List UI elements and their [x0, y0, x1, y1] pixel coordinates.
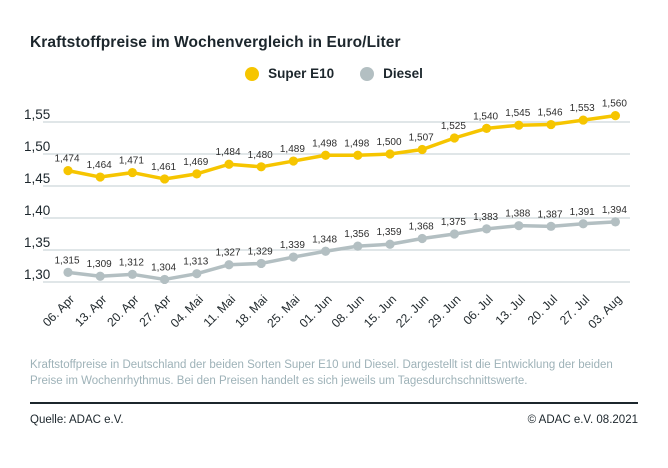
svg-text:1,500: 1,500 [376, 137, 401, 148]
legend-item-super-e10: Super E10 [245, 66, 334, 81]
svg-text:20. Jul: 20. Jul [525, 292, 560, 327]
svg-text:20. Apr: 20. Apr [104, 292, 141, 329]
super-e10-dot-icon [245, 66, 260, 81]
svg-text:1,304: 1,304 [151, 262, 176, 273]
legend-label-diesel: Diesel [383, 66, 423, 81]
svg-text:1,545: 1,545 [505, 108, 530, 119]
legend-label-super-e10: Super E10 [268, 66, 335, 81]
svg-text:25. Mai: 25. Mai [264, 292, 302, 330]
svg-text:1,525: 1,525 [441, 121, 466, 132]
chart-footnote: Kraftstoffpreise in Deutschland der beid… [30, 359, 613, 387]
svg-text:1,498: 1,498 [312, 138, 337, 149]
svg-text:1,329: 1,329 [248, 246, 273, 257]
svg-text:1,474: 1,474 [54, 154, 79, 165]
svg-text:03. Aug: 03. Aug [585, 292, 624, 331]
svg-text:1,45: 1,45 [24, 171, 50, 186]
source-text: Quelle: ADAC e.V. [30, 414, 124, 426]
svg-text:1,540: 1,540 [473, 111, 498, 122]
svg-text:15. Jun: 15. Jun [361, 292, 399, 330]
svg-text:06. Jul: 06. Jul [460, 292, 495, 327]
chart-legend: Super E10 Diesel [0, 66, 668, 81]
svg-text:1,356: 1,356 [344, 229, 369, 240]
svg-text:1,507: 1,507 [409, 133, 434, 144]
svg-text:1,464: 1,464 [87, 160, 112, 171]
svg-text:1,489: 1,489 [280, 144, 305, 155]
svg-text:1,348: 1,348 [312, 234, 337, 245]
series-super-e10: 1,474 1,464 1,471 1,461 1,469 1,484 1,480 1,489… [54, 99, 627, 184]
y-gridlines: 1,55 1,50 1,45 1,40 1,35 1,30 [24, 107, 630, 283]
svg-text:1,498: 1,498 [344, 138, 369, 149]
svg-text:1,553: 1,553 [570, 103, 595, 114]
svg-text:22. Jun: 22. Jun [393, 292, 431, 330]
svg-text:1,461: 1,461 [151, 162, 176, 173]
svg-text:1,312: 1,312 [119, 257, 144, 268]
svg-text:1,388: 1,388 [505, 209, 530, 220]
svg-text:1,55: 1,55 [24, 107, 50, 122]
svg-text:18. Mai: 18. Mai [232, 292, 270, 330]
svg-text:1,30: 1,30 [24, 267, 50, 282]
svg-text:1,480: 1,480 [248, 150, 273, 161]
svg-text:1,315: 1,315 [54, 255, 79, 266]
diesel-dot-icon [360, 66, 375, 81]
svg-text:1,560: 1,560 [602, 99, 627, 110]
svg-text:1,368: 1,368 [409, 221, 434, 232]
svg-text:1,50: 1,50 [24, 139, 50, 154]
svg-text:1,35: 1,35 [24, 235, 50, 250]
svg-text:11. Mai: 11. Mai [201, 292, 239, 330]
legend-item-diesel: Diesel [360, 66, 423, 81]
svg-text:1,339: 1,339 [280, 240, 305, 251]
svg-text:1,391: 1,391 [570, 207, 595, 218]
svg-text:29. Jun: 29. Jun [425, 292, 463, 330]
series-diesel: 1,315 1,309 1,312 1,304 1,313 1,327 1,329 1,339… [54, 205, 627, 285]
svg-text:1,383: 1,383 [473, 212, 498, 223]
svg-text:1,394: 1,394 [602, 205, 627, 216]
svg-text:01. Jun: 01. Jun [297, 292, 335, 330]
svg-text:1,546: 1,546 [537, 108, 562, 119]
svg-text:1,313: 1,313 [183, 257, 208, 268]
copyright-text: © ADAC e.V. 08.2021 [527, 414, 638, 426]
svg-text:1,387: 1,387 [537, 209, 562, 220]
svg-text:1,471: 1,471 [119, 156, 144, 167]
page-title: Kraftstoffpreise im Wochenvergleich in E… [30, 34, 401, 51]
svg-text:1,327: 1,327 [215, 248, 240, 259]
svg-text:1,484: 1,484 [215, 147, 240, 158]
svg-text:04. Mai: 04. Mai [168, 292, 206, 330]
svg-text:1,40: 1,40 [24, 203, 50, 218]
svg-text:1,469: 1,469 [183, 157, 208, 168]
svg-text:06. Apr: 06. Apr [40, 292, 77, 329]
svg-text:13. Jul: 13. Jul [493, 292, 528, 327]
footer-divider [30, 402, 638, 404]
svg-text:08. Jun: 08. Jun [329, 292, 367, 330]
svg-text:1,359: 1,359 [376, 227, 401, 238]
svg-text:1,375: 1,375 [441, 217, 466, 228]
svg-text:1,309: 1,309 [87, 259, 112, 270]
svg-text:27. Apr: 27. Apr [137, 292, 174, 329]
footer: Quelle: ADAC e.V. © ADAC e.V. 08.2021 [30, 414, 638, 426]
svg-text:13. Apr: 13. Apr [72, 292, 109, 329]
